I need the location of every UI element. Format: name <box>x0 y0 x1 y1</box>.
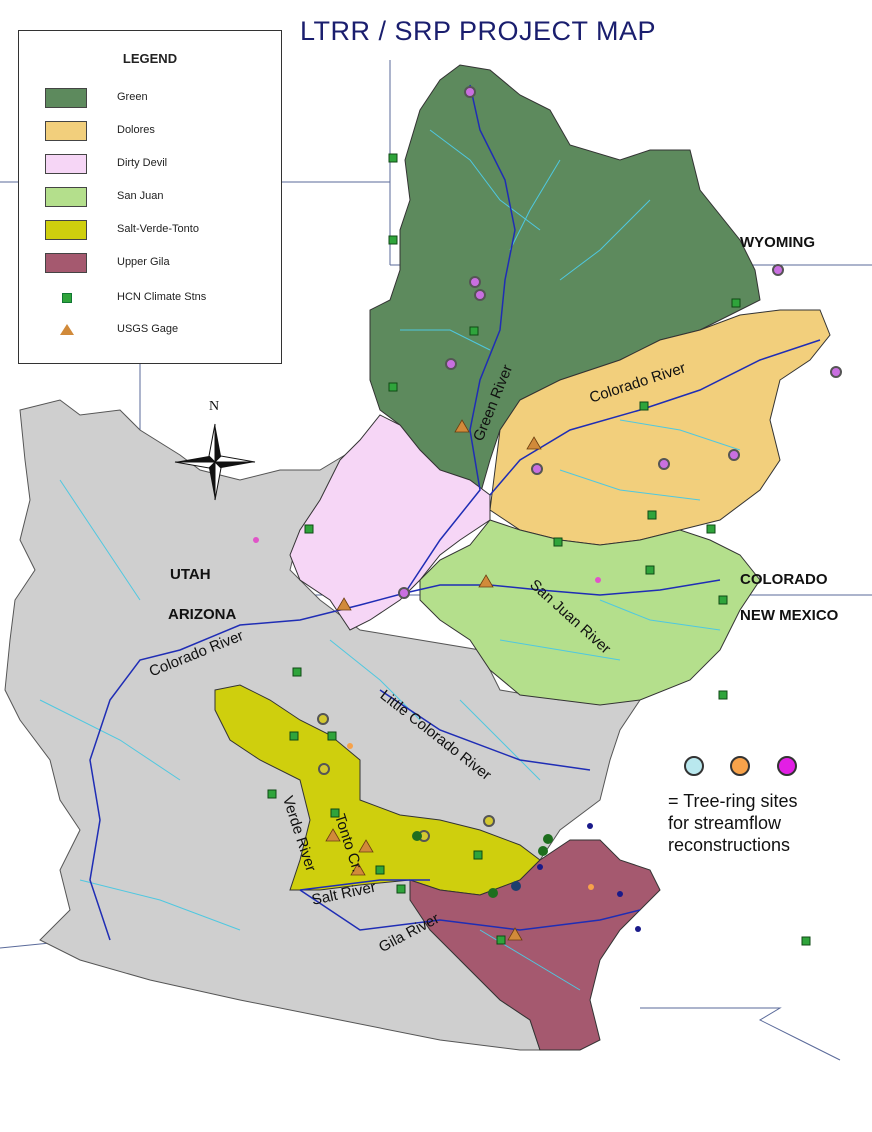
legend-item: Upper Gila <box>19 253 281 277</box>
legend-label: Green <box>117 91 148 103</box>
state-border-line <box>640 1007 841 1061</box>
state-label-utah: UTAH <box>170 566 211 583</box>
map-title: LTRR / SRP PROJECT MAP <box>300 16 657 46</box>
legend-swatch-dolores <box>45 121 87 141</box>
state-label-new-mexico: NEW MEXICO <box>740 607 839 624</box>
legend-item: Green <box>19 88 281 112</box>
legend-label: Salt-Verde-Tonto <box>117 223 199 235</box>
legend-item: San Juan <box>19 187 281 211</box>
compass-north-label: N <box>209 399 220 414</box>
legend-item: Dirty Devil <box>19 154 281 178</box>
legend-label: Dirty Devil <box>117 157 168 169</box>
legend-swatch-green <box>45 88 87 108</box>
hcn-climate-stations <box>267 153 811 946</box>
legend-label: Upper Gila <box>117 256 170 268</box>
tree-ring-sites <box>317 86 842 842</box>
tree-ring-note: = Tree-ring sites for streamflow reconst… <box>668 790 868 856</box>
usgs-gages <box>325 419 542 941</box>
state-label-colorado: COLORADO <box>740 571 828 588</box>
upper-gila-basin <box>409 839 661 1051</box>
tributaries <box>39 129 741 991</box>
legend-panel: LEGEND Green Dolores Dirty Devil San Jua… <box>18 30 282 364</box>
legend-item: Salt-Verde-Tonto <box>19 220 281 244</box>
legend-label: USGS Gage <box>117 323 179 335</box>
legend-swatch-upper-gila <box>45 253 87 273</box>
legend-swatch-dirty-devil <box>45 154 87 174</box>
tree-ring-note-line3: reconstructions <box>668 835 791 855</box>
tree-ring-swatch-light-blue <box>684 756 704 776</box>
dirty-devil-basin <box>289 414 491 631</box>
legend-title: LEGEND <box>122 51 178 66</box>
hcn-station-icon <box>62 293 72 303</box>
legend-swatch-salt-verde-tonto <box>45 220 87 240</box>
legend-label: San Juan <box>117 190 164 202</box>
legend-label: Dolores <box>117 124 155 136</box>
legend-item: Dolores <box>19 121 281 145</box>
state-label-wyoming: WYOMING <box>740 234 815 251</box>
legend-item: USGS Gage <box>19 320 281 344</box>
san-juan-basin <box>419 519 761 706</box>
tree-ring-note-line2: for streamflow <box>668 813 782 833</box>
tree-ring-swatch-orange <box>730 756 750 776</box>
main-rivers <box>89 84 821 941</box>
usgs-gage-icon <box>60 324 74 335</box>
compass-rose-icon <box>174 423 256 501</box>
state-label-arizona: ARIZONA <box>168 606 237 623</box>
legend-label: HCN Climate Stns <box>117 291 207 303</box>
tree-ring-note-line1: = Tree-ring sites <box>668 791 798 811</box>
small-tree-ring-dots <box>253 537 641 932</box>
legend-item: HCN Climate Stns <box>19 288 281 312</box>
tree-ring-swatch-magenta <box>777 756 797 776</box>
legend-swatch-san-juan <box>45 187 87 207</box>
dolores-basin <box>489 309 831 546</box>
